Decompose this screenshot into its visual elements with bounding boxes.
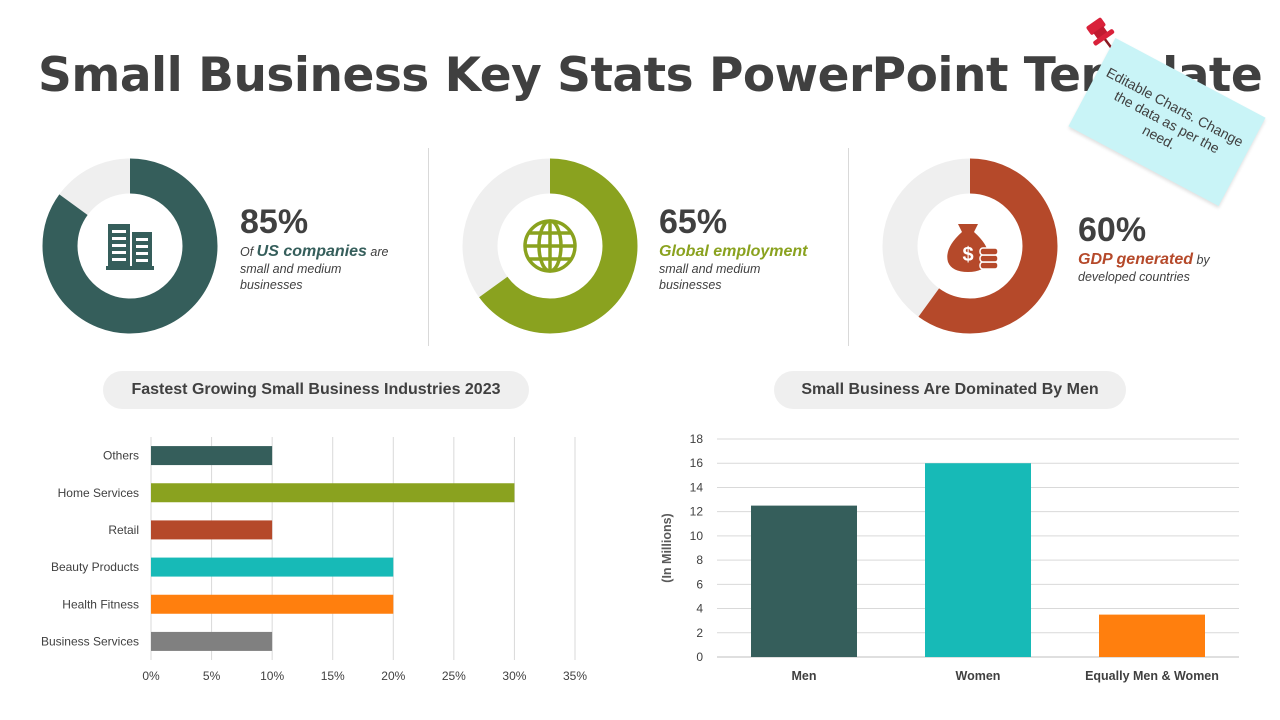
bar xyxy=(1099,614,1205,657)
x-tick-label: 10% xyxy=(260,669,284,683)
y-tick-label: 10 xyxy=(690,529,704,543)
stat-highlight: Global employment xyxy=(659,243,808,260)
category-label: Equally Men & Women xyxy=(1085,669,1219,683)
stat-highlight: GDP generated xyxy=(1078,251,1193,268)
x-tick-label: 15% xyxy=(321,669,345,683)
bar xyxy=(151,446,273,466)
y-axis-label: (In Millions) xyxy=(660,513,674,582)
bar xyxy=(925,463,1031,657)
category-label: Home Services xyxy=(58,486,139,500)
y-tick-label: 12 xyxy=(690,505,704,519)
bar xyxy=(151,631,273,651)
svg-text:$: $ xyxy=(962,244,973,266)
stat-global-employment: 65% Global employment small and medium b… xyxy=(659,203,807,293)
donut-chart-global-employment xyxy=(462,158,638,334)
chart-title-industries: Fastest Growing Small Business Industrie… xyxy=(103,371,529,409)
y-tick-label: 18 xyxy=(690,432,704,446)
donut-arc xyxy=(42,158,218,334)
stat-percent: 85% xyxy=(240,203,309,241)
stat-gdp: 60% GDP generated by developed countries xyxy=(1078,211,1210,285)
stat-percent: 60% xyxy=(1078,211,1147,249)
y-tick-label: 2 xyxy=(696,626,703,640)
y-tick-label: 6 xyxy=(696,577,703,591)
stat-suffix: are xyxy=(366,245,389,259)
category-label: Business Services xyxy=(41,634,139,648)
stat-percent: 65% xyxy=(659,203,728,241)
bar xyxy=(151,483,515,503)
stat-desc-line: businesses xyxy=(240,278,303,292)
stat-suffix: by xyxy=(1193,253,1210,267)
building-icon xyxy=(106,224,154,270)
stat-prefix: Of xyxy=(240,245,257,259)
category-label: Others xyxy=(103,449,139,463)
stat-divider xyxy=(848,148,849,346)
stat-divider xyxy=(428,148,429,346)
globe-icon xyxy=(523,219,577,273)
x-tick-label: 20% xyxy=(381,669,405,683)
y-tick-label: 14 xyxy=(690,480,704,494)
y-tick-label: 8 xyxy=(696,553,703,567)
stat-highlight: US companies xyxy=(256,243,367,260)
industries-bar-chart: 0% 5% 10% 15% 20% 25% 30% 35% Others Home Service… xyxy=(41,437,587,683)
donut-arc xyxy=(882,158,1058,334)
bar xyxy=(151,594,394,614)
stat-desc-line: small and medium xyxy=(659,262,761,276)
x-tick-label: 25% xyxy=(442,669,466,683)
y-tick-label: 0 xyxy=(696,650,703,664)
donut-chart-us-companies xyxy=(42,158,218,334)
category-label: Health Fitness xyxy=(62,597,139,611)
category-label: Retail xyxy=(108,523,139,537)
donut-arc xyxy=(462,158,638,334)
bar xyxy=(151,557,394,577)
x-tick-label: 0% xyxy=(142,669,160,683)
category-label: Beauty Products xyxy=(51,560,139,574)
stat-desc-line: developed countries xyxy=(1078,270,1190,284)
page-title: Small Business Key Stats PowerPoint Temp… xyxy=(38,48,1263,103)
category-label: Men xyxy=(792,669,817,683)
stat-us-companies: 85% Of US companies are small and medium… xyxy=(240,203,388,293)
x-tick-label: 30% xyxy=(502,669,526,683)
chart-title-dominated: Small Business Are Dominated By Men xyxy=(774,371,1126,409)
y-tick-label: 4 xyxy=(696,602,703,616)
gender-bar-chart: 0 2 4 6 8 10 12 14 16 18 Men Women Equally Men & Wom… xyxy=(660,432,1239,683)
bar xyxy=(151,520,273,540)
category-label: Women xyxy=(956,669,1001,683)
stat-desc-line: small and medium xyxy=(240,262,342,276)
donut-chart-gdp: $ xyxy=(882,158,1058,334)
bar xyxy=(751,505,857,657)
y-tick-label: 16 xyxy=(690,456,704,470)
stat-desc-line: businesses xyxy=(659,278,722,292)
x-tick-label: 35% xyxy=(563,669,587,683)
x-tick-label: 5% xyxy=(203,669,221,683)
money-bag-icon: $ xyxy=(947,224,999,272)
